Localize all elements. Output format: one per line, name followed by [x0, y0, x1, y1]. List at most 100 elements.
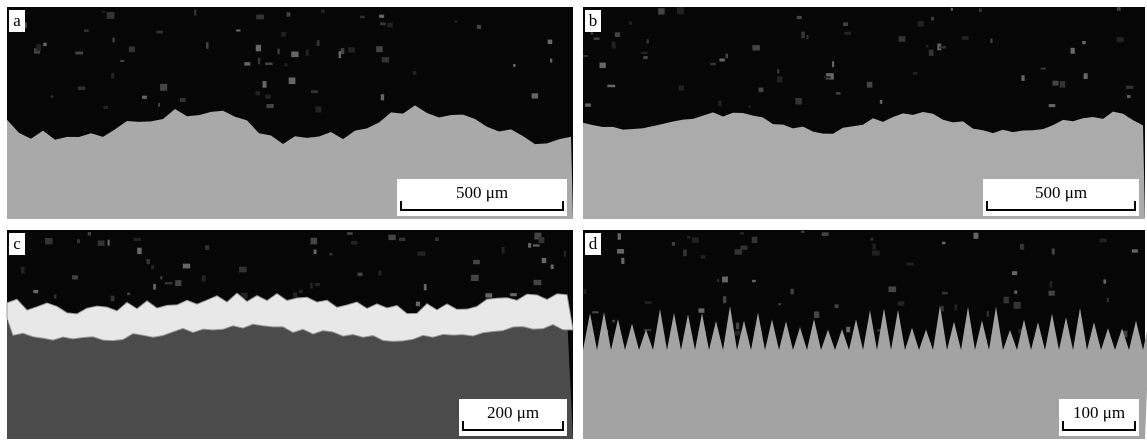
particle [183, 264, 190, 269]
particle [244, 62, 250, 65]
particle [314, 250, 317, 254]
particle [78, 87, 85, 90]
particle [1041, 68, 1046, 70]
particle [594, 38, 600, 40]
particle [84, 29, 89, 31]
particle [533, 244, 540, 246]
particle [643, 56, 648, 59]
particle [931, 17, 934, 21]
particle [107, 12, 115, 19]
particle [801, 32, 805, 39]
particle [102, 11, 104, 13]
particle [899, 36, 906, 42]
particle [532, 93, 538, 98]
particle [348, 47, 355, 52]
particle [291, 52, 298, 58]
particle [160, 84, 167, 91]
scale-bar-label: 200 μm [487, 403, 539, 422]
particle [1084, 73, 1088, 79]
particle [473, 260, 480, 264]
particle [548, 40, 553, 44]
particle [285, 63, 288, 66]
particle [939, 46, 946, 48]
particle [539, 237, 545, 243]
particle [797, 16, 802, 19]
particle [180, 98, 186, 102]
particle [510, 293, 517, 296]
particle [641, 52, 648, 54]
particle [534, 280, 542, 285]
particle [987, 311, 989, 317]
particle [621, 258, 624, 264]
particle [1049, 104, 1056, 107]
particle [306, 49, 309, 55]
particle [137, 248, 142, 254]
particle [679, 85, 684, 90]
particle [165, 282, 173, 284]
particle [951, 8, 953, 11]
particle [942, 242, 945, 245]
particle [175, 280, 181, 286]
particle [913, 72, 918, 74]
particle [289, 77, 296, 84]
particle [158, 103, 160, 107]
particle [454, 21, 457, 23]
particle [1127, 95, 1130, 98]
particle [1100, 239, 1107, 243]
particle [310, 238, 317, 245]
particle [153, 284, 156, 290]
particle [528, 243, 531, 248]
particle [929, 50, 934, 56]
particle [1021, 75, 1024, 81]
particle [311, 90, 318, 93]
particle [735, 331, 741, 336]
particle [759, 88, 764, 93]
particle [1052, 249, 1055, 255]
particle [281, 32, 285, 37]
particle [88, 232, 91, 235]
particle [293, 292, 298, 297]
particle [513, 64, 516, 67]
particle [278, 49, 280, 55]
particle [607, 85, 615, 88]
particle [867, 82, 872, 88]
particle [918, 21, 924, 27]
particle [262, 81, 266, 88]
particle [718, 101, 721, 107]
particle [347, 232, 353, 235]
particle [255, 91, 260, 95]
particle [843, 22, 848, 26]
particle [202, 275, 206, 281]
particle [351, 241, 358, 245]
particle [256, 15, 264, 20]
particle [485, 293, 492, 297]
particle [151, 265, 154, 269]
particle [942, 292, 948, 295]
panel-label: a [13, 11, 21, 30]
particle [723, 296, 726, 303]
particle [341, 48, 345, 54]
particle [629, 21, 632, 25]
particle [752, 45, 759, 50]
particle [906, 263, 913, 266]
particle [1052, 81, 1058, 86]
particle [103, 106, 108, 109]
particle [725, 54, 728, 58]
particle [329, 253, 332, 256]
particle [600, 63, 606, 68]
particle [156, 31, 162, 34]
particle [836, 92, 841, 94]
particle [1049, 291, 1055, 296]
particle [266, 104, 273, 108]
particle [1103, 279, 1106, 283]
particle [677, 7, 684, 14]
particle [256, 45, 261, 52]
particle [45, 238, 53, 244]
particle [835, 304, 839, 308]
particle [194, 10, 196, 16]
particle [612, 42, 616, 49]
panel-label: b [589, 11, 598, 30]
particle [822, 232, 829, 236]
particle [382, 57, 389, 62]
particle [872, 251, 880, 256]
